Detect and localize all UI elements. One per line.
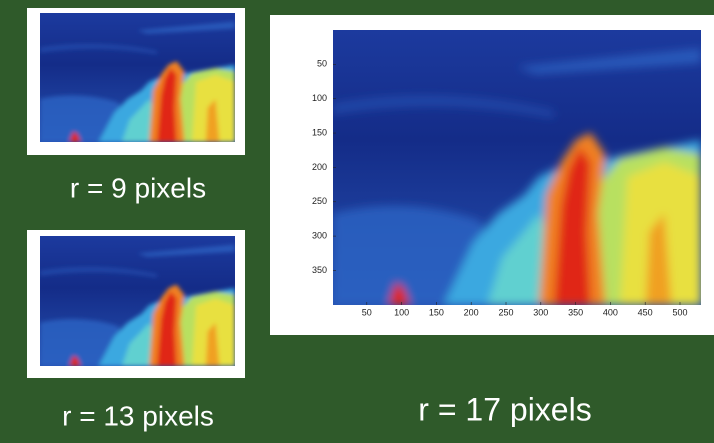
x-tick-label: 400 [603, 307, 618, 317]
panel-label: r = 17 pixels [418, 391, 591, 427]
y-tick-label: 200 [312, 162, 327, 172]
x-tick-label: 250 [498, 307, 513, 317]
x-tick-label: 100 [394, 307, 409, 317]
heatmap-image [333, 30, 701, 305]
y-tick-label: 300 [312, 230, 327, 240]
y-tick-label: 150 [312, 127, 327, 137]
panel-label: r = 9 pixels [70, 172, 206, 203]
x-tick-label: 350 [568, 307, 583, 317]
y-tick-label: 250 [312, 196, 327, 206]
heatmap-image [40, 236, 235, 366]
x-tick-label: 500 [672, 307, 687, 317]
heatmap-image [40, 13, 235, 142]
x-tick-label: 200 [464, 307, 479, 317]
x-tick-label: 450 [638, 307, 653, 317]
y-tick-label: 350 [312, 265, 327, 275]
slide: r = 9 pixels r = 13 pixels r = 17 pixels… [0, 0, 714, 443]
y-tick-label: 100 [312, 93, 327, 103]
panel-label: r = 13 pixels [62, 400, 214, 431]
x-tick-label: 150 [429, 307, 444, 317]
x-tick-label: 300 [533, 307, 548, 317]
x-tick-label: 50 [362, 307, 372, 317]
y-tick-label: 50 [317, 59, 327, 69]
